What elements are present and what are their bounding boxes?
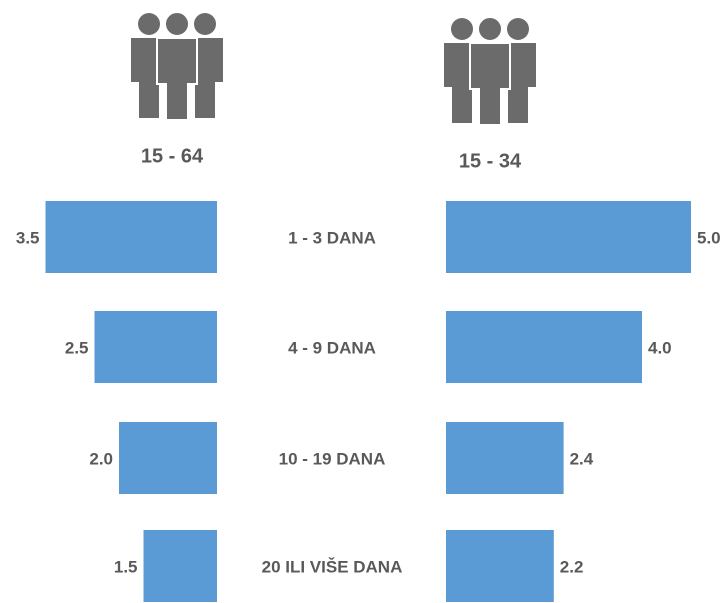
group-title: 15 - 34	[459, 150, 522, 172]
people-icon	[130, 11, 224, 121]
value-label: 2.2	[560, 557, 584, 576]
bar	[143, 530, 217, 602]
category-label: 4 - 9 DANA	[288, 338, 376, 357]
category-label: 20 ILI VIŠE DANA	[262, 557, 403, 576]
people-icon	[443, 16, 537, 126]
group-title: 15 - 64	[141, 145, 204, 167]
value-label: 5.0	[697, 228, 721, 247]
bar	[446, 530, 554, 602]
bar	[94, 311, 217, 383]
bar	[446, 201, 691, 273]
bar	[45, 201, 217, 273]
value-label: 3.5	[16, 228, 40, 247]
value-label: 2.5	[65, 338, 89, 357]
value-label: 2.4	[570, 449, 594, 468]
category-label: 1 - 3 DANA	[288, 228, 376, 247]
bar	[446, 311, 642, 383]
value-label: 4.0	[648, 338, 672, 357]
value-label: 1.5	[114, 557, 138, 576]
value-label: 2.0	[89, 449, 113, 468]
bar	[446, 422, 564, 494]
category-label: 10 - 19 DANA	[279, 449, 386, 468]
bar	[119, 422, 217, 494]
